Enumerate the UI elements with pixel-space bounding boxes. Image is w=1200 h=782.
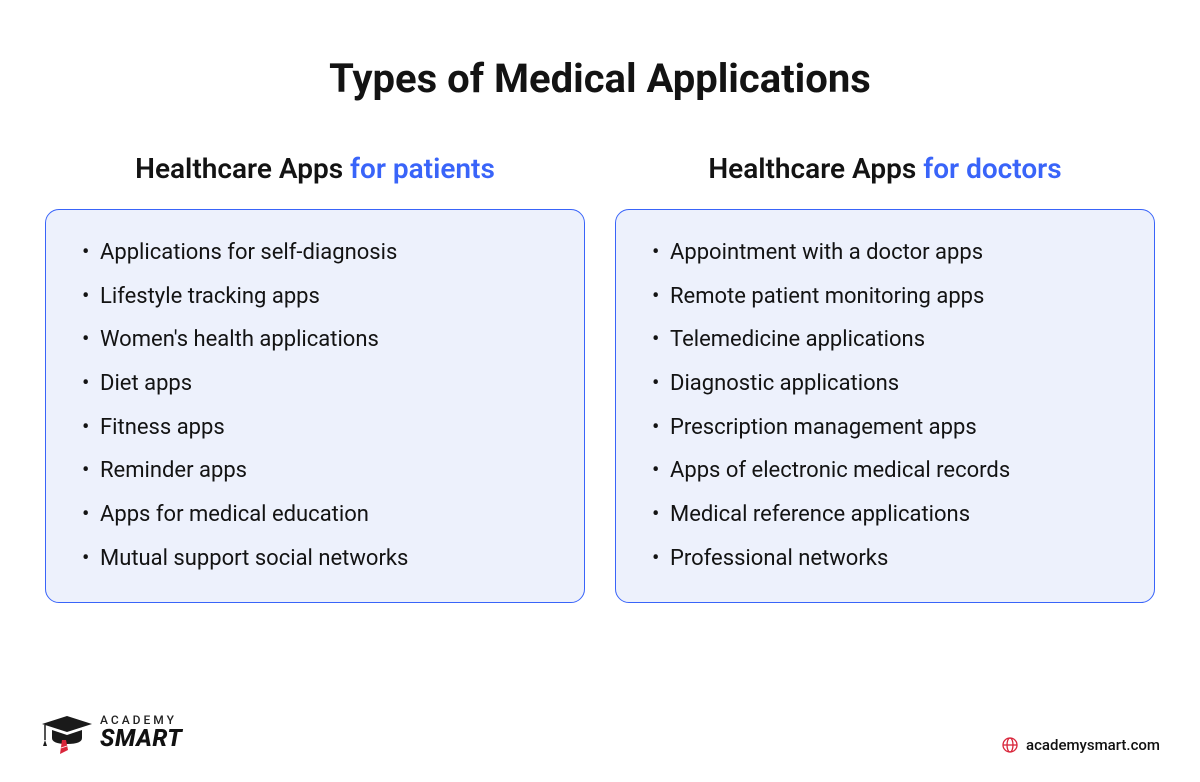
- column-patients: Healthcare Apps for patients Application…: [45, 152, 585, 603]
- page-title: Types of Medical Applications: [40, 55, 1160, 102]
- heading-prefix: Healthcare Apps: [708, 152, 923, 185]
- list-item: Apps of electronic medical records: [648, 456, 1132, 486]
- logo-bottom-text: SMART: [100, 726, 182, 750]
- list-item: Mutual support social networks: [78, 544, 562, 574]
- graduation-cap-icon: [40, 710, 94, 754]
- list-item: Remote patient monitoring apps: [648, 282, 1132, 312]
- logo: ACADEMY SMART: [40, 710, 182, 754]
- column-doctors: Healthcare Apps for doctors Appointment …: [615, 152, 1155, 603]
- globe-icon: [1002, 737, 1018, 753]
- column-heading-doctors: Healthcare Apps for doctors: [615, 152, 1155, 185]
- list-item: Diet apps: [78, 369, 562, 399]
- logo-text: ACADEMY SMART: [100, 714, 182, 750]
- list-item: Apps for medical education: [78, 500, 562, 530]
- heading-accent: for doctors: [923, 152, 1061, 185]
- list-patients: Applications for self-diagnosis Lifestyl…: [78, 238, 562, 574]
- heading-prefix: Healthcare Apps: [135, 152, 350, 185]
- list-item: Lifestyle tracking apps: [78, 282, 562, 312]
- list-item: Women's health applications: [78, 325, 562, 355]
- list-doctors: Appointment with a doctor apps Remote pa…: [648, 238, 1132, 574]
- list-item: Prescription management apps: [648, 413, 1132, 443]
- list-item: Applications for self-diagnosis: [78, 238, 562, 268]
- list-item: Professional networks: [648, 544, 1132, 574]
- column-heading-patients: Healthcare Apps for patients: [45, 152, 585, 185]
- list-item: Fitness apps: [78, 413, 562, 443]
- site-link: academysmart.com: [1002, 736, 1160, 754]
- columns-container: Healthcare Apps for patients Application…: [40, 152, 1160, 603]
- footer: ACADEMY SMART academysmart.com: [40, 710, 1160, 754]
- list-item: Diagnostic applications: [648, 369, 1132, 399]
- site-label: academysmart.com: [1026, 736, 1160, 754]
- heading-accent: for patients: [350, 152, 495, 185]
- list-item: Medical reference applications: [648, 500, 1132, 530]
- card-patients: Applications for self-diagnosis Lifestyl…: [45, 209, 585, 603]
- list-item: Appointment with a doctor apps: [648, 238, 1132, 268]
- list-item: Telemedicine applications: [648, 325, 1132, 355]
- list-item: Reminder apps: [78, 456, 562, 486]
- card-doctors: Appointment with a doctor apps Remote pa…: [615, 209, 1155, 603]
